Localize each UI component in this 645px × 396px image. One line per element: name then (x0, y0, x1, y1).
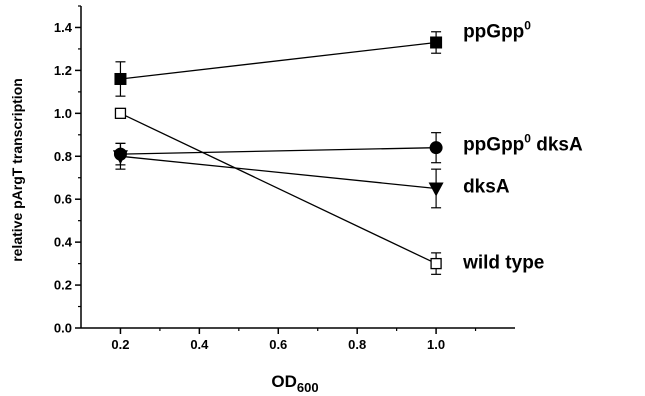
series-wild-type (114, 107, 442, 275)
series-group (112, 31, 444, 275)
y-tick-label: 1.4 (54, 20, 73, 35)
series-line (120, 41, 437, 80)
x-axis-title: OD600 (271, 372, 318, 395)
series-label-superscript: 0 (524, 18, 531, 32)
y-tick-label: 0.8 (54, 149, 72, 164)
x-tick-label: 0.2 (111, 337, 129, 352)
series-label-base: dksA (463, 176, 510, 197)
y-tick-label: 1.2 (54, 63, 72, 78)
series-line (120, 147, 437, 155)
y-tick-label: 1.0 (54, 106, 72, 121)
series-label-base: ppGpp (463, 135, 524, 156)
series-ppgpp0 (114, 31, 443, 97)
x-tick-label: 0.8 (348, 337, 366, 352)
series-label-ppgpp0-dksa: ppGpp0 dksA (463, 132, 583, 156)
data-point (428, 182, 444, 197)
series-line (120, 155, 437, 190)
x-tick-label: 1.0 (427, 337, 445, 352)
y-tick-label: 0.0 (54, 321, 72, 336)
y-axis-title: relative pArgT transcription (9, 78, 25, 262)
data-point (430, 257, 442, 270)
y-tick-label: 0.6 (54, 192, 72, 207)
series-label-dksa: dksA (463, 176, 510, 197)
ticks: 0.0 0.2 0.4 0.6 0.8 1.0 1.2 1.4 0.2 0.4 0.6 0.8 1.0 (54, 5, 477, 352)
x-axis-title-base: OD (271, 372, 297, 391)
data-point (112, 150, 128, 165)
series-line (120, 112, 437, 265)
series-label-base: wild type (462, 253, 544, 274)
x-tick-label: 0.4 (190, 337, 209, 352)
y-tick-label: 0.4 (54, 235, 73, 250)
y-tick-label: 0.2 (54, 278, 72, 293)
data-point (114, 72, 127, 85)
x-axis-title-subscript: 600 (297, 380, 319, 395)
series-label-rest: dksA (531, 135, 583, 156)
series-label-base: ppGpp (463, 21, 524, 42)
axes (80, 6, 515, 329)
series-label-wild-type: wild type (462, 253, 544, 274)
x-tick-label: 0.6 (269, 337, 287, 352)
data-point (430, 36, 443, 49)
series-label-ppgpp0: ppGpp0 (463, 18, 531, 42)
series-dksa (112, 142, 444, 209)
data-point (429, 141, 443, 155)
data-point (114, 107, 127, 119)
series-label-superscript: 0 (524, 132, 531, 146)
